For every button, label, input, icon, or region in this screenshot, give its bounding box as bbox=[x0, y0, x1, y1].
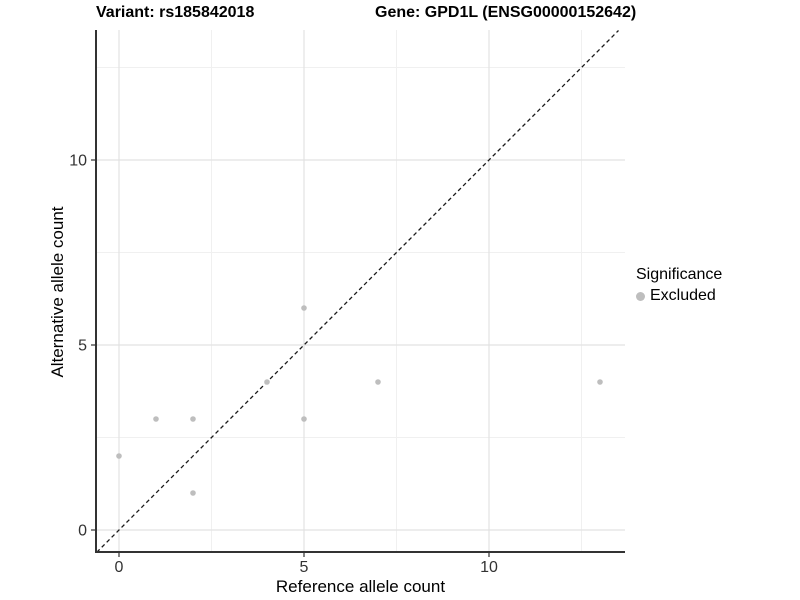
data-point bbox=[153, 416, 159, 422]
x-tick-label: 10 bbox=[480, 559, 498, 576]
data-point bbox=[116, 453, 122, 459]
y-axis-title: Alternative allele count bbox=[48, 206, 67, 378]
legend-item-excluded: Excluded bbox=[636, 287, 722, 305]
y-tick-label: 10 bbox=[69, 153, 87, 170]
data-point bbox=[597, 379, 603, 385]
legend-item-label: Excluded bbox=[650, 287, 716, 304]
y-tick-label: 0 bbox=[78, 523, 87, 540]
legend: Significance Excluded bbox=[636, 266, 722, 305]
identity-dashed-line bbox=[96, 30, 619, 553]
data-point bbox=[190, 490, 196, 496]
plot-title-variant: Variant: rs185842018 bbox=[96, 4, 255, 21]
x-axis-title: Reference allele count bbox=[275, 577, 446, 596]
y-tick-label: 5 bbox=[78, 338, 87, 355]
data-point bbox=[190, 416, 196, 422]
x-tick-label: 0 bbox=[115, 559, 124, 576]
x-tick-label: 5 bbox=[300, 559, 309, 576]
legend-point-icon bbox=[636, 291, 645, 301]
legend-title: Significance bbox=[636, 266, 723, 283]
data-point bbox=[375, 379, 381, 385]
data-point bbox=[301, 305, 307, 311]
data-point bbox=[264, 379, 270, 385]
data-point bbox=[301, 416, 307, 422]
plot-title-gene: Gene: GPD1L (ENSG00000152642) bbox=[375, 4, 637, 21]
